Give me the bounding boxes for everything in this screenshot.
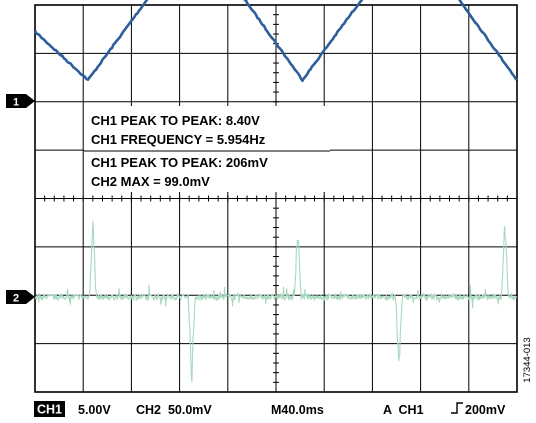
ch1-badge-label: CH1	[37, 403, 62, 417]
measurement-readout-box: CH1 PEAK TO PEAK: 8.40V CH1 FREQUENCY = …	[84, 106, 330, 192]
grid	[35, 5, 517, 392]
traces	[33, 0, 518, 383]
ch2-ground-marker: 2	[6, 290, 35, 305]
ch1-ground-marker: 1	[6, 94, 35, 109]
trigger-source: A CH1	[383, 403, 424, 417]
trigger-level: 200mV	[465, 403, 506, 417]
ch2-volts-per-div: CH2 50.0mV	[136, 403, 212, 417]
status-bar: CH1 5.00V CH2 50.0mV M40.0ms A CH1 200mV	[34, 401, 506, 417]
ch2-marker-label: 2	[13, 293, 19, 305]
readout-ch1-peak-to-peak: CH1 PEAK TO PEAK: 8.40V	[91, 113, 260, 128]
rising-edge-icon	[451, 402, 463, 414]
figure-id: 17344-013	[522, 337, 533, 382]
readout-ch1-frequency: CH1 FREQUENCY = 5.954Hz	[91, 132, 266, 147]
ch1-volts-per-div: 5.00V	[78, 403, 111, 417]
ch2-trace	[34, 220, 518, 383]
readout-ch2-max: CH2 MAX = 99.0mV	[91, 174, 210, 189]
ch1-marker-label: 1	[13, 97, 19, 109]
ch1-badge	[34, 401, 65, 417]
timebase-readout: M40.0ms	[271, 403, 324, 417]
readout-ch2-peak-to-peak: CH1 PEAK TO PEAK: 206mV	[91, 155, 268, 170]
ch1-trace	[33, 0, 518, 83]
